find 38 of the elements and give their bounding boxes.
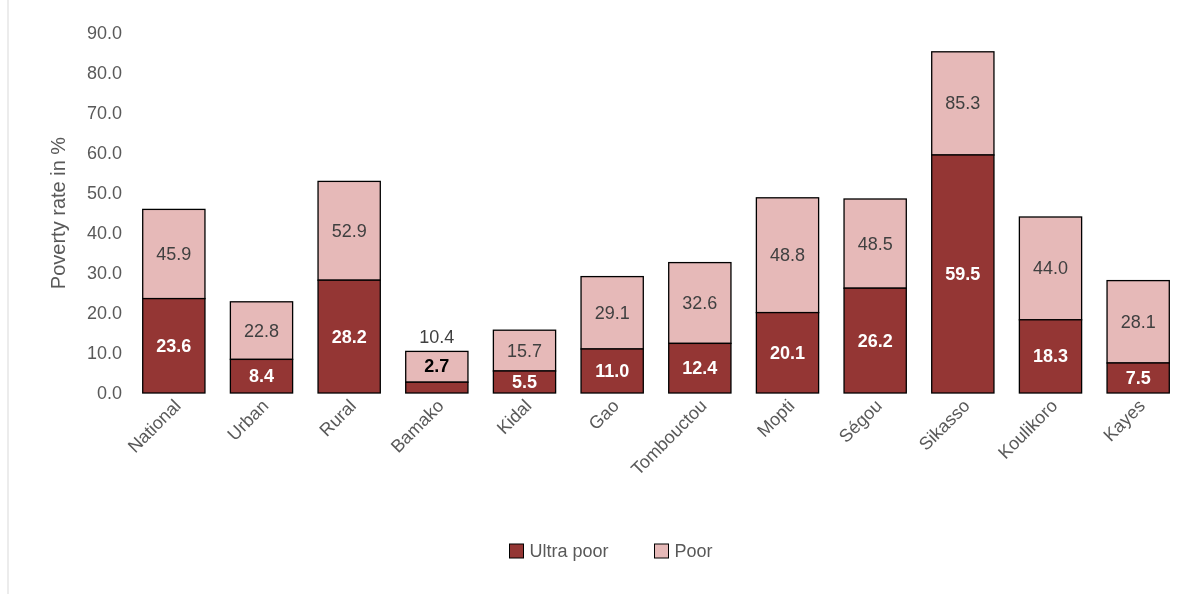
x-tick-label: Gao [584, 395, 623, 434]
data-label: 20.1 [769, 342, 806, 363]
data-label: 2.7 [424, 356, 450, 377]
y-tick-label: 80.0 [86, 63, 122, 83]
data-label: 23.6 [156, 335, 192, 356]
total-label: 29.1 [594, 302, 630, 323]
total-label: 48.5 [857, 233, 893, 254]
total-label: 28.1 [1120, 311, 1156, 332]
total-label: 10.4 [419, 327, 455, 348]
total-label: 48.8 [769, 245, 806, 266]
total-label: 45.9 [156, 244, 192, 264]
y-tick-label: 0.0 [96, 383, 122, 403]
y-tick-label: 90.0 [86, 23, 122, 43]
total-label: 44.0 [1032, 258, 1069, 279]
y-tick-label: 10.0 [86, 343, 122, 363]
y-tick-label: 50.0 [86, 183, 122, 203]
y-tick-label: 20.0 [86, 303, 122, 323]
y-tick-label: 40.0 [86, 223, 122, 243]
data-label: 28.2 [331, 326, 367, 347]
data-label: 5.5 [511, 372, 538, 392]
y-axis-title: Poverty rate in % [47, 136, 69, 290]
total-label: 85.3 [945, 93, 981, 114]
y-tick-label: 60.0 [86, 143, 122, 163]
data-label: 18.3 [1032, 346, 1069, 367]
data-label: 26.2 [857, 330, 893, 351]
legend-label: Ultra poor [529, 541, 609, 561]
total-label: 32.6 [682, 293, 718, 313]
total-label: 22.8 [243, 320, 280, 341]
data-label: 7.5 [1125, 368, 1151, 388]
y-tick-label: 70.0 [86, 103, 122, 123]
data-label: 11.0 [595, 361, 630, 381]
data-label: 12.4 [682, 358, 718, 379]
y-tick-label: 30.0 [86, 263, 122, 283]
legend-label: Poor [674, 541, 713, 561]
data-label: 8.4 [248, 366, 275, 387]
total-label: 52.9 [331, 220, 367, 241]
data-label: 59.5 [945, 264, 981, 284]
total-label: 15.7 [506, 340, 543, 361]
